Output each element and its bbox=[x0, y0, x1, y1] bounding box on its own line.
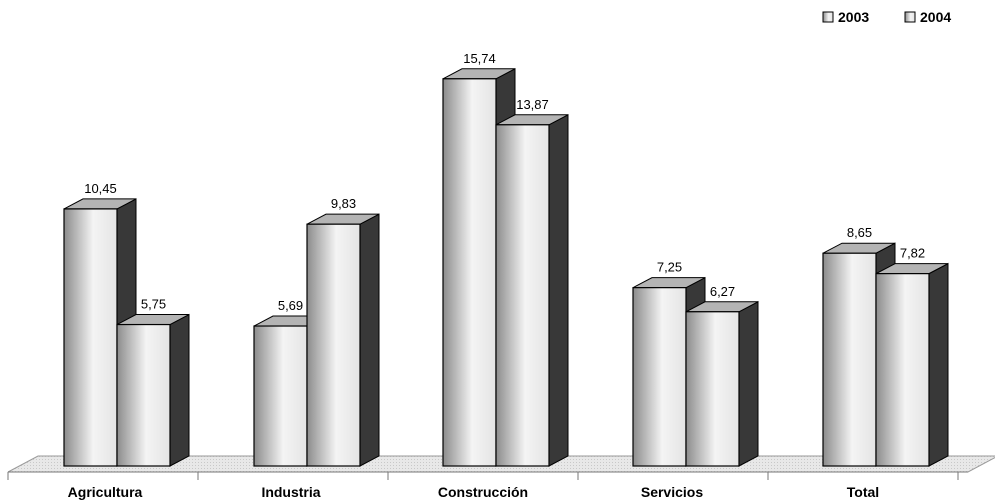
bar-2004-5 bbox=[875, 262, 949, 467]
bar-side-face bbox=[169, 313, 190, 467]
bar-2003-1 bbox=[63, 198, 137, 467]
bar-front-face bbox=[822, 252, 877, 467]
data-label-2004-1: 5,75 bbox=[141, 297, 166, 312]
bar-side-face bbox=[359, 213, 380, 467]
data-label-2003-2: 5,69 bbox=[278, 298, 303, 313]
bar-2004-1 bbox=[116, 313, 190, 467]
value-labels-group: 10,45 5,75 5,69 9,83 15,74 13,87 7,25 6,27 8,65 7… bbox=[84, 51, 925, 313]
data-label-2004-4: 6,27 bbox=[710, 284, 735, 299]
bar-front-face bbox=[306, 223, 361, 467]
legend: 2003 2004 bbox=[822, 9, 951, 25]
legend-label-2004: 2004 bbox=[920, 9, 951, 25]
bars-group bbox=[63, 67, 949, 467]
bar-front-face bbox=[632, 287, 687, 467]
bar-side-face bbox=[928, 262, 949, 467]
legend-swatch-2003 bbox=[822, 11, 834, 23]
category-label-3: Construcción bbox=[438, 484, 528, 500]
data-label-2004-2: 9,83 bbox=[331, 196, 356, 211]
bar-front-face bbox=[116, 323, 171, 467]
data-label-2003-4: 7,25 bbox=[657, 260, 682, 275]
bar-2004-3 bbox=[495, 113, 569, 467]
data-label-2004-3: 13,87 bbox=[516, 97, 549, 112]
legend-swatch-2004 bbox=[904, 11, 916, 23]
data-label-2003-5: 8,65 bbox=[847, 225, 872, 240]
x-axis-ticks bbox=[7, 472, 959, 480]
data-label-2003-3: 15,74 bbox=[463, 51, 496, 66]
category-labels-group: Agricultura Industria Construcción Servicio… bbox=[68, 484, 880, 500]
bar-front-face bbox=[253, 325, 308, 467]
bar-2004-2 bbox=[306, 213, 380, 467]
category-label-2: Industria bbox=[261, 484, 320, 500]
category-label-1: Agricultura bbox=[68, 484, 143, 500]
bar-front-face bbox=[685, 311, 740, 467]
bar-2004-4 bbox=[685, 300, 759, 467]
bar-side-face bbox=[548, 113, 569, 467]
bar-side-face bbox=[738, 300, 759, 467]
bar-front-face bbox=[63, 208, 118, 467]
bar-front-face bbox=[442, 78, 497, 467]
category-label-5: Total bbox=[847, 484, 879, 500]
bar-front-face bbox=[875, 273, 930, 467]
legend-label-2003: 2003 bbox=[838, 9, 869, 25]
bar-front-face bbox=[495, 124, 550, 467]
category-label-4: Servicios bbox=[641, 484, 703, 500]
data-label-2003-1: 10,45 bbox=[84, 181, 117, 196]
data-label-2004-5: 7,82 bbox=[900, 246, 925, 261]
